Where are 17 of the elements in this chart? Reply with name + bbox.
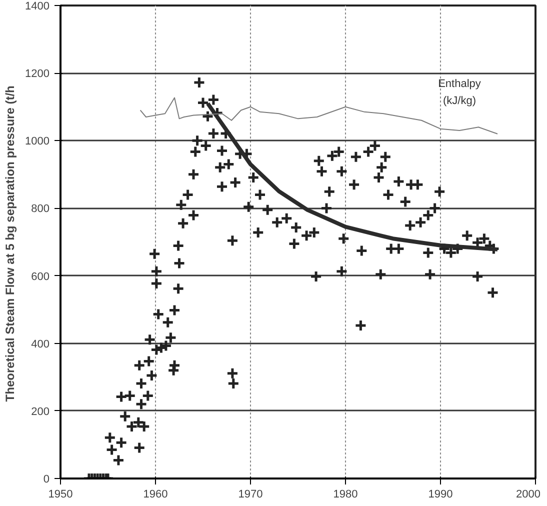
x-tick-label: 1980: [333, 488, 358, 500]
x-tick-label: 2000: [516, 488, 541, 500]
y-tick-label: 0: [43, 474, 50, 486]
y-tick-label: 1000: [25, 136, 50, 148]
series-label: Enthalpy (kJ/kg): [438, 78, 482, 107]
y-tick-label: 1400: [25, 0, 50, 12]
x-tick-label: 1960: [143, 488, 168, 500]
x-tick-label: 1990: [428, 488, 453, 500]
x-tick-label: 1970: [238, 488, 263, 500]
x-tick-label: 1950: [48, 488, 73, 500]
y-tick-label: 1200: [25, 68, 50, 80]
y-axis-title: Theoretical Steam Flow at 5 bg separation pressure (t/h: [3, 86, 18, 402]
y-tick-label: 200: [31, 406, 50, 418]
y-tick-label: 400: [31, 338, 50, 350]
y-tick-label: 800: [31, 203, 50, 216]
y-tick-label: 600: [31, 270, 50, 283]
line-series: [140, 97, 498, 134]
